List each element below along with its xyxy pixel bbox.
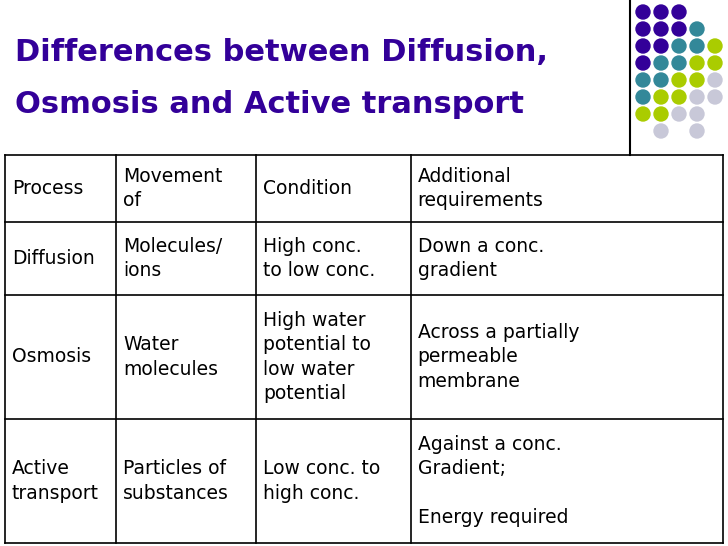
- Circle shape: [654, 90, 668, 104]
- Circle shape: [654, 107, 668, 121]
- Circle shape: [690, 124, 704, 138]
- Circle shape: [672, 56, 686, 70]
- Text: Molecules/
ions: Molecules/ ions: [123, 237, 223, 280]
- Circle shape: [690, 56, 704, 70]
- Text: Against a conc.
Gradient;

Energy required: Against a conc. Gradient; Energy require…: [418, 435, 568, 527]
- Circle shape: [690, 107, 704, 121]
- Circle shape: [690, 22, 704, 36]
- Circle shape: [690, 39, 704, 53]
- Text: Particles of
substances: Particles of substances: [123, 459, 229, 503]
- Circle shape: [672, 39, 686, 53]
- Circle shape: [708, 90, 722, 104]
- Circle shape: [654, 5, 668, 19]
- Text: Active
transport: Active transport: [12, 459, 99, 503]
- Circle shape: [636, 39, 650, 53]
- Circle shape: [654, 56, 668, 70]
- Circle shape: [636, 90, 650, 104]
- Circle shape: [654, 22, 668, 36]
- Text: Across a partially
permeable
membrane: Across a partially permeable membrane: [418, 323, 579, 391]
- Text: Condition: Condition: [264, 179, 352, 198]
- Text: Water
molecules: Water molecules: [123, 335, 218, 378]
- Text: Diffusion: Diffusion: [12, 249, 95, 268]
- Circle shape: [690, 90, 704, 104]
- Text: Osmosis: Osmosis: [12, 347, 91, 366]
- Text: High conc.
to low conc.: High conc. to low conc.: [264, 237, 376, 280]
- Text: Differences between Diffusion,: Differences between Diffusion,: [15, 38, 548, 67]
- Text: High water
potential to
low water
potential: High water potential to low water potent…: [264, 311, 371, 403]
- Circle shape: [636, 107, 650, 121]
- Circle shape: [672, 5, 686, 19]
- Text: Down a conc.
gradient: Down a conc. gradient: [418, 237, 544, 280]
- Circle shape: [708, 73, 722, 87]
- Circle shape: [636, 5, 650, 19]
- Text: Movement
of: Movement of: [123, 167, 223, 210]
- Circle shape: [654, 39, 668, 53]
- Circle shape: [672, 90, 686, 104]
- Circle shape: [636, 22, 650, 36]
- Circle shape: [654, 73, 668, 87]
- Circle shape: [636, 73, 650, 87]
- Circle shape: [708, 56, 722, 70]
- Circle shape: [636, 56, 650, 70]
- Text: Osmosis and Active transport: Osmosis and Active transport: [15, 90, 524, 119]
- Text: Additional
requirements: Additional requirements: [418, 167, 544, 210]
- Circle shape: [708, 39, 722, 53]
- Circle shape: [690, 73, 704, 87]
- Text: Process: Process: [12, 179, 84, 198]
- Circle shape: [654, 124, 668, 138]
- Circle shape: [672, 22, 686, 36]
- Circle shape: [672, 107, 686, 121]
- Circle shape: [672, 73, 686, 87]
- Text: Low conc. to
high conc.: Low conc. to high conc.: [264, 459, 381, 503]
